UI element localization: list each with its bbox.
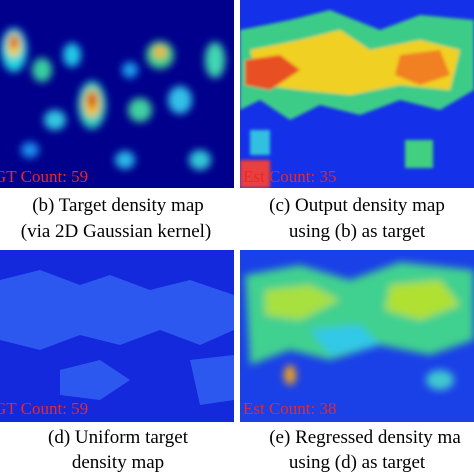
count-label: Est Count: 38	[243, 399, 337, 418]
density-map-e: Est Count: 38	[240, 250, 474, 422]
caption: (via 2D Gaussian kernel)	[21, 221, 211, 242]
caption: (c) Output density map	[269, 195, 445, 216]
caption: (d) Uniform target	[48, 427, 189, 448]
caption: density map	[72, 452, 164, 473]
count-label: GT Count: 59	[0, 167, 88, 186]
count-label: GT Count: 59	[0, 399, 88, 418]
caption: using (d) as target	[289, 452, 426, 473]
density-map-d: GT Count: 59	[0, 250, 234, 422]
density-map-c: Est Count: 35	[240, 0, 474, 188]
caption: using (b) as target	[289, 221, 426, 242]
caption: (e) Regressed density ma	[269, 427, 461, 448]
count-label: Est Count: 35	[243, 167, 337, 186]
caption: (b) Target density map	[32, 195, 204, 216]
density-map-b: GT Count: 59	[0, 0, 234, 188]
